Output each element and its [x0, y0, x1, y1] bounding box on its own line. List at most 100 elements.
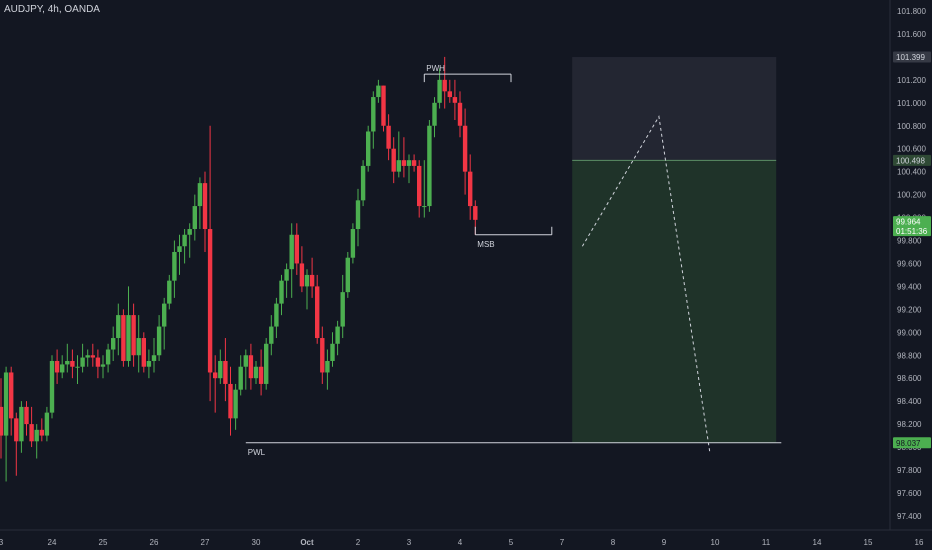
candle-body [350, 229, 356, 258]
candle-body [131, 315, 136, 356]
candle-body [447, 91, 452, 98]
candle-body [151, 355, 157, 361]
candle-body [462, 125, 468, 172]
price-tick-label: 97.400 [897, 512, 922, 521]
candle-body [100, 364, 106, 367]
price-tick-label: 99.600 [897, 259, 922, 268]
candle-body [253, 366, 259, 379]
price-tick-label: 98.200 [897, 420, 922, 429]
candle-body [264, 343, 269, 384]
price-tick-label: 100.800 [897, 122, 926, 131]
candle-body [95, 357, 101, 367]
countdown-label: 01:51:36 [896, 227, 928, 236]
price-tick-label: 99.000 [897, 328, 922, 337]
candle-body [146, 360, 152, 367]
candle-body [44, 412, 50, 436]
price-tick-label: 97.800 [897, 466, 922, 475]
candle-body [345, 257, 350, 293]
candle-body [156, 326, 162, 356]
candle-body [228, 383, 233, 419]
price-label: 99.964 [896, 218, 921, 227]
time-tick-label: 2 [356, 538, 361, 547]
time-tick-label: 16 [915, 538, 924, 547]
price-tick-label: 101.200 [897, 76, 926, 85]
price-tick-label: 97.600 [897, 489, 922, 498]
candle-body [386, 125, 391, 149]
candle-body [340, 292, 345, 327]
candle-body [0, 406, 4, 436]
time-tick-label: 10 [711, 538, 720, 547]
candle-body [60, 364, 65, 373]
candle-body [111, 338, 116, 350]
candle-body [376, 85, 381, 98]
candle-body [3, 372, 9, 436]
candle-body [304, 274, 310, 287]
candle-body [105, 349, 111, 365]
candle-body [422, 206, 427, 208]
price-label-bg [893, 154, 931, 166]
candle-body [24, 406, 29, 425]
candle-body [366, 131, 371, 166]
candle-body [284, 269, 289, 281]
candle-body [355, 200, 361, 230]
price-tick-label: 101.800 [897, 7, 926, 16]
price-tick-label: 98.800 [897, 351, 922, 360]
candle-body [442, 79, 447, 92]
candle-body [371, 97, 376, 132]
candle-body [417, 165, 422, 207]
candle-body [437, 79, 442, 103]
time-tick-label: 4 [458, 538, 463, 547]
candle-body [452, 97, 458, 103]
time-tick-label: 3 [0, 538, 4, 547]
time-tick-label: 30 [252, 538, 261, 547]
candle-body [309, 274, 315, 287]
candle-body [9, 372, 14, 419]
price-tick-label: 100.400 [897, 168, 926, 177]
time-tick-label: 11 [762, 538, 771, 547]
candle-body [233, 389, 238, 419]
candle-body [269, 326, 274, 344]
candle-body [330, 343, 335, 361]
price-label: 100.498 [896, 156, 925, 165]
time-tick-label: 5 [509, 538, 514, 547]
stop-zone [572, 57, 777, 161]
level-label-msb: MSB [477, 240, 494, 249]
candle-body [360, 165, 366, 201]
candle-body [207, 229, 213, 373]
candle-body [162, 303, 167, 327]
candle-body [391, 148, 396, 172]
time-tick-label: 25 [99, 538, 108, 547]
candle-body [468, 171, 473, 207]
candle-body [65, 360, 70, 365]
time-tick-label: 24 [48, 538, 57, 547]
candle-body [396, 160, 401, 172]
price-tick-label: 100.200 [897, 191, 926, 200]
candle-body [243, 355, 248, 367]
candle-body [213, 372, 218, 379]
time-tick-label: 7 [560, 538, 565, 547]
price-tick-label: 99.800 [897, 237, 922, 246]
price-tick-label: 101.600 [897, 30, 926, 39]
time-tick-label: 3 [407, 538, 412, 547]
price-tick-label: 99.400 [897, 282, 922, 291]
projection-path [581, 115, 711, 453]
time-tick-label: 8 [611, 538, 616, 547]
candle-body [202, 183, 208, 230]
candle-body [335, 326, 340, 344]
candle-body [406, 160, 412, 166]
candle-body [116, 315, 121, 339]
candle-body [126, 315, 131, 361]
candle-body [315, 286, 320, 339]
candle-body [248, 355, 254, 379]
candle-body [54, 360, 60, 373]
price-label: 101.399 [896, 53, 925, 62]
candle-body [320, 338, 325, 373]
candle-body [182, 234, 187, 247]
candle-body [70, 360, 75, 367]
candle-body [192, 206, 197, 230]
price-label-bg [893, 51, 931, 63]
candle-body [172, 251, 177, 281]
candle-body [381, 85, 386, 126]
candle-body [177, 246, 182, 252]
